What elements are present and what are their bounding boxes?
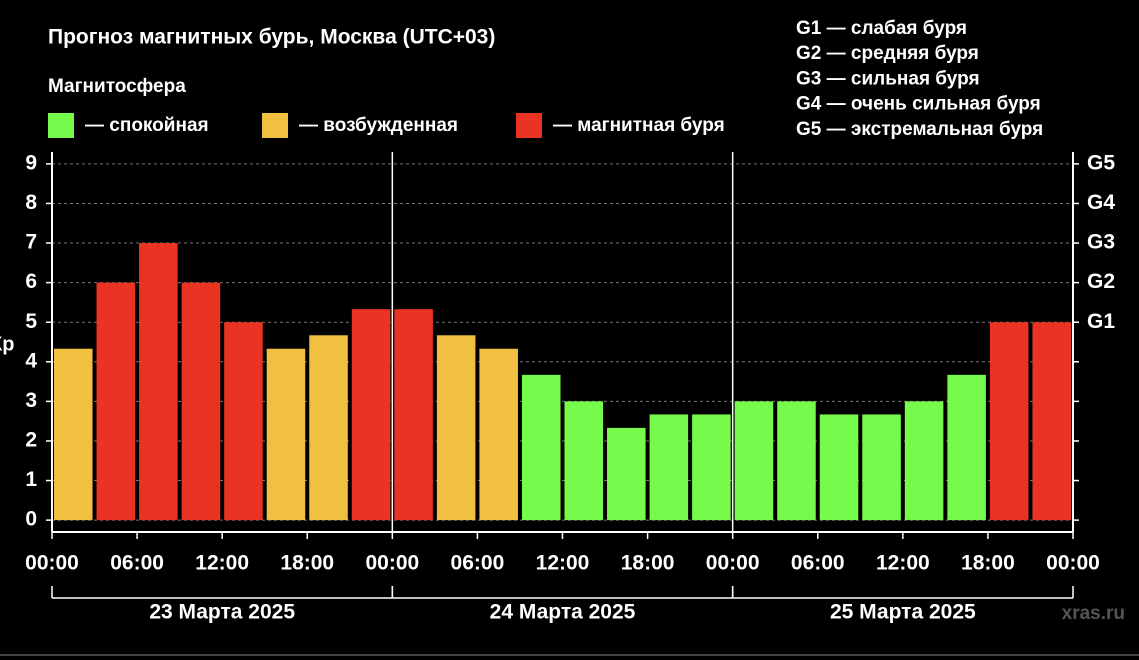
x-tick-label: 06:00 bbox=[110, 552, 164, 575]
x-tick-label: 06:00 bbox=[791, 552, 845, 575]
x-tick-label: 18:00 bbox=[280, 552, 334, 575]
y-tick-label: 9 bbox=[25, 151, 37, 174]
bar bbox=[479, 348, 518, 521]
chart-subtitle: Магнитосфера bbox=[48, 76, 186, 97]
x-tick-label: 06:00 bbox=[451, 552, 505, 575]
scale-note: G4 — очень сильная буря bbox=[796, 94, 1041, 115]
bar bbox=[309, 335, 348, 521]
bar bbox=[862, 414, 901, 521]
bar bbox=[436, 335, 476, 521]
x-tick-label: 00:00 bbox=[706, 552, 760, 575]
bar bbox=[139, 243, 178, 521]
bar bbox=[224, 322, 263, 521]
bar bbox=[989, 322, 1029, 521]
bar bbox=[734, 401, 774, 521]
y2-tick-label: G2 bbox=[1087, 270, 1115, 293]
bar bbox=[96, 282, 136, 521]
x-tick-label: 00:00 bbox=[1046, 552, 1100, 575]
legend-label: — возбужденная bbox=[299, 115, 458, 136]
legend-swatch bbox=[516, 113, 542, 138]
bar bbox=[351, 309, 391, 521]
bar bbox=[649, 414, 689, 521]
bar bbox=[777, 401, 816, 521]
bar bbox=[1032, 322, 1071, 521]
x-tick-label: 12:00 bbox=[876, 552, 930, 575]
bar bbox=[54, 348, 93, 521]
y-tick-label: 4 bbox=[25, 349, 37, 372]
x-tick-label: 12:00 bbox=[536, 552, 590, 575]
bar bbox=[819, 414, 859, 521]
scale-note: G1 — слабая буря bbox=[796, 18, 967, 39]
scale-note: G3 — сильная буря bbox=[796, 68, 980, 89]
bar bbox=[266, 348, 306, 521]
bar bbox=[947, 374, 986, 521]
bar bbox=[521, 374, 561, 521]
x-tick-label: 00:00 bbox=[365, 552, 419, 575]
watermark: xras.ru bbox=[1062, 603, 1125, 624]
x-tick-label: 12:00 bbox=[195, 552, 249, 575]
x-tick-label: 18:00 bbox=[961, 552, 1015, 575]
y-tick-label: 7 bbox=[25, 231, 37, 254]
chart-title: Прогноз магнитных бурь, Москва (UTC+03) bbox=[48, 26, 495, 49]
y-tick-label: 8 bbox=[25, 191, 37, 214]
y-axis-label: Кр bbox=[0, 333, 14, 355]
y2-tick-label: G1 bbox=[1087, 310, 1115, 333]
y-tick-label: 1 bbox=[25, 468, 37, 491]
y2-tick-label: G5 bbox=[1087, 151, 1115, 174]
y-tick-label: 0 bbox=[25, 508, 37, 531]
day-label: 25 Марта 2025 bbox=[830, 601, 976, 624]
day-label: 24 Марта 2025 bbox=[490, 601, 636, 624]
y-tick-label: 5 bbox=[25, 310, 37, 333]
day-label: 23 Марта 2025 bbox=[149, 601, 295, 624]
legend-label: — магнитная буря bbox=[553, 115, 725, 136]
x-tick-label: 00:00 bbox=[25, 552, 79, 575]
bar bbox=[564, 401, 604, 521]
bar bbox=[181, 282, 221, 521]
legend-swatch bbox=[262, 113, 288, 138]
bar bbox=[607, 427, 646, 521]
y-tick-label: 6 bbox=[25, 270, 37, 293]
x-tick-label: 18:00 bbox=[621, 552, 675, 575]
bar bbox=[394, 309, 433, 521]
legend-swatch bbox=[48, 113, 74, 138]
y-tick-label: 3 bbox=[25, 389, 37, 412]
scale-note: G2 — средняя буря bbox=[796, 43, 979, 64]
bar bbox=[692, 414, 731, 521]
bar bbox=[904, 401, 944, 521]
scale-note: G5 — экстремальная буря bbox=[796, 119, 1043, 140]
legend-label: — спокойная bbox=[85, 115, 209, 136]
y-tick-label: 2 bbox=[25, 429, 37, 452]
y2-tick-label: G3 bbox=[1087, 231, 1115, 254]
y2-tick-label: G4 bbox=[1087, 191, 1115, 214]
